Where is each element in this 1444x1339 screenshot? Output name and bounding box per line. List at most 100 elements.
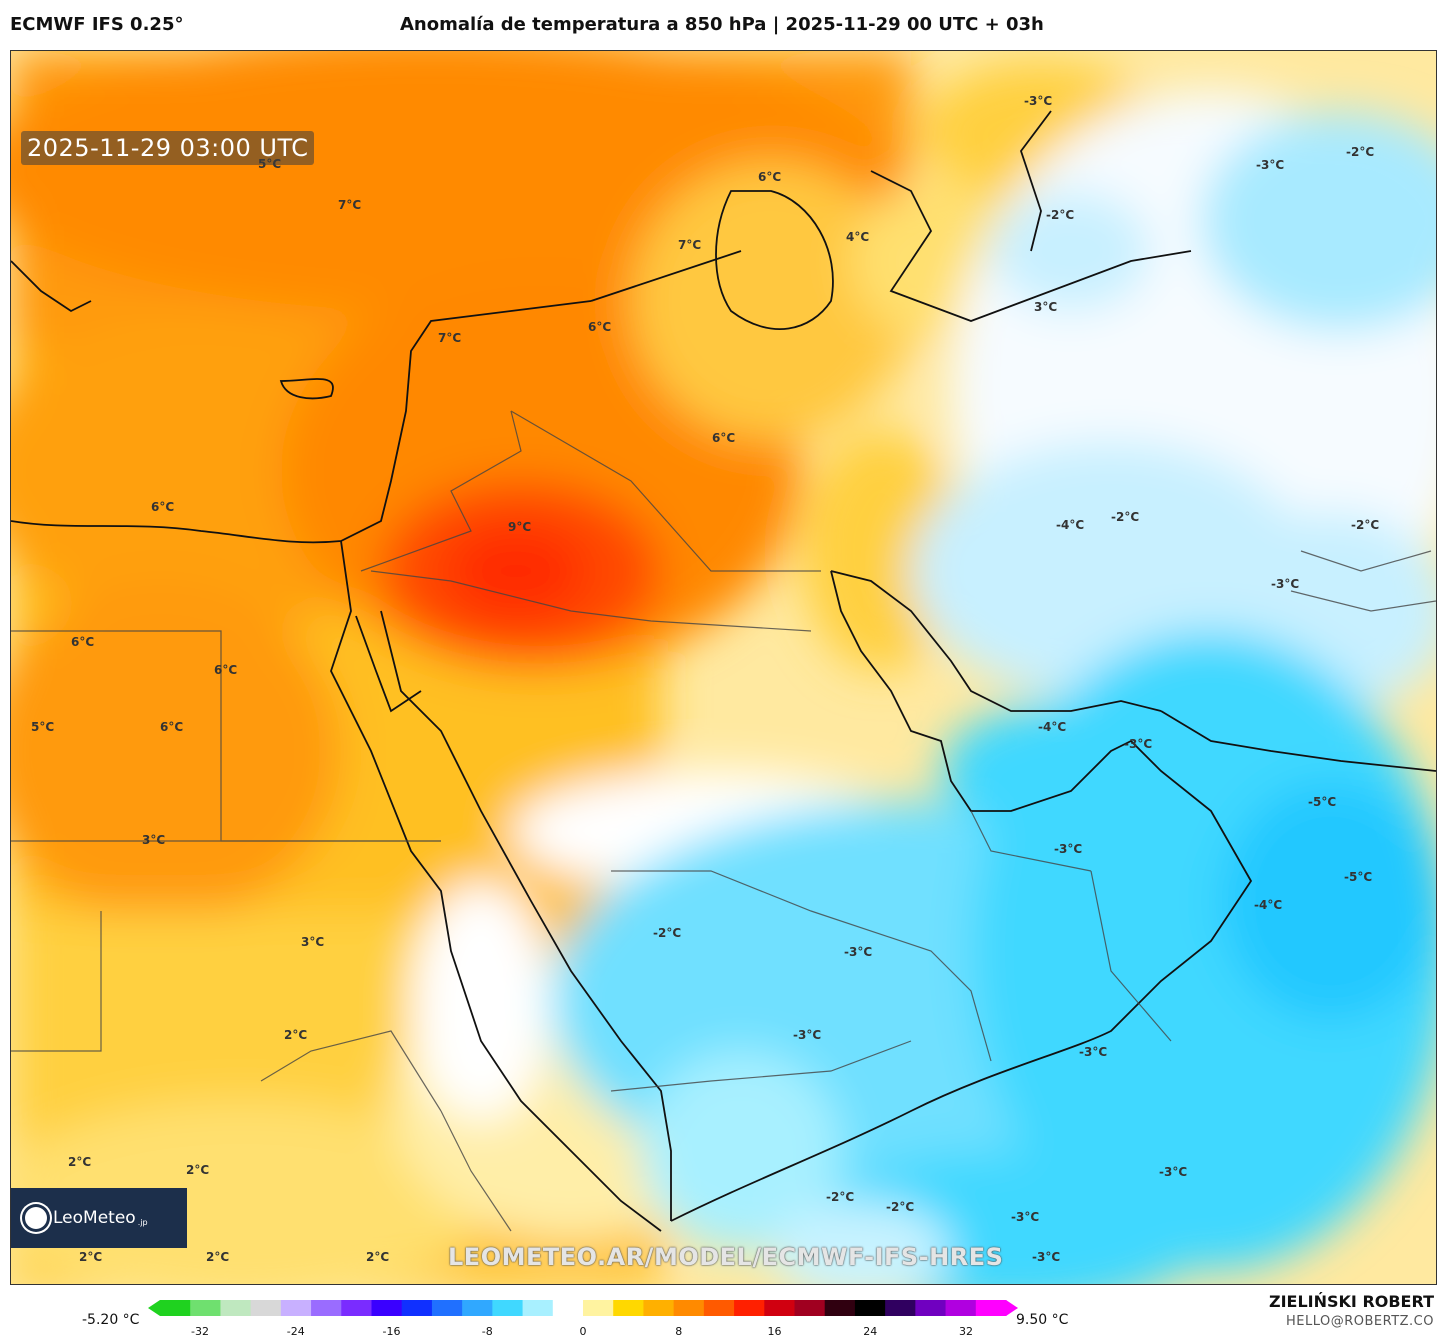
temperature-label: -3°C [1124, 737, 1152, 751]
temperature-label: -4°C [1038, 720, 1066, 734]
sun-icon [25, 1207, 47, 1229]
temperature-label: -3°C [793, 1028, 821, 1042]
colorbar-segment [160, 1300, 191, 1316]
colorbar-segment [462, 1300, 493, 1316]
temperature-label: 7°C [678, 238, 701, 252]
temperature-labels: 5°C7°C7°C6°C7°C6°C4°C9°C6°C6°C6°C6°C6°C5… [31, 94, 1379, 1264]
temperature-label: -2°C [886, 1200, 914, 1214]
temperature-label: 3°C [142, 833, 165, 847]
logo-brand: LeoMeteo [53, 1208, 136, 1228]
temperature-label: -2°C [1111, 510, 1139, 524]
logo-suffix: .jp [137, 1217, 148, 1227]
colorbar-tick-label: 24 [863, 1325, 878, 1338]
colorbar-segment [975, 1300, 1007, 1316]
temperature-label: 2°C [79, 1250, 102, 1264]
temperature-label: 2°C [68, 1155, 91, 1169]
temperature-label: -2°C [653, 926, 681, 940]
colorbar-segment [431, 1300, 463, 1316]
colorbar-segment [250, 1300, 282, 1316]
temperature-label: 7°C [438, 331, 461, 345]
temperature-label: 6°C [160, 720, 183, 734]
colorbar-tick-label: -16 [382, 1325, 401, 1338]
temperature-label: -4°C [1056, 518, 1084, 532]
temperature-label: 6°C [712, 431, 735, 445]
colorbar-max-label: 9.50 °C [1016, 1312, 1069, 1328]
coastlines [11, 110, 1436, 1232]
colorbar-segment [613, 1300, 644, 1316]
colorbar-segment [703, 1300, 735, 1316]
colorbar-segment [643, 1300, 675, 1316]
author-name: ZIELIŃSKI ROBERT [1268, 1292, 1434, 1311]
temperature-label: 5°C [31, 720, 54, 734]
model-name: ECMWF IFS 0.25° [10, 14, 184, 35]
temperature-label: -2°C [826, 1190, 854, 1204]
colorbar-segment [764, 1300, 795, 1316]
temperature-label: -2°C [1046, 208, 1074, 222]
colorbar-segment [371, 1300, 403, 1316]
temperature-label: -2°C [1346, 145, 1374, 159]
temperature-label: 7°C [338, 198, 361, 212]
colorbar-segment [945, 1300, 977, 1316]
colorbar-segment [885, 1300, 916, 1316]
temperature-label: 2°C [284, 1028, 307, 1042]
temperature-label: -4°C [1254, 898, 1282, 912]
temperature-label: 4°C [846, 230, 869, 244]
colorbar-segment [341, 1300, 372, 1316]
colorbar-segment [673, 1300, 705, 1316]
colorbar-segment [552, 1300, 584, 1316]
colorbar-left-arrow [148, 1300, 160, 1316]
temperature-label: -3°C [1054, 842, 1082, 856]
colorbar-segment [794, 1300, 826, 1316]
temperature-label: -3°C [1256, 158, 1284, 172]
temperature-label: 6°C [151, 500, 174, 514]
temperature-label: -3°C [1271, 577, 1299, 591]
colorbar-segment [190, 1300, 221, 1316]
colorbar-segment [492, 1300, 524, 1316]
author-email[interactable]: HELLO@ROBERTZ.CO [1285, 1314, 1434, 1329]
leometeo-logo[interactable]: LeoMeteo .jp [11, 1188, 187, 1248]
colorbar-segment [824, 1300, 856, 1316]
colorbar-tick-label: -24 [286, 1325, 305, 1338]
colorbar-segment [522, 1300, 554, 1316]
temperature-label: -3°C [844, 945, 872, 959]
temperature-label: -3°C [1159, 1165, 1187, 1179]
borders [11, 410, 1436, 1232]
temperature-anomaly-map[interactable]: 5°C7°C7°C6°C7°C6°C4°C9°C6°C6°C6°C6°C6°C5… [10, 50, 1437, 1285]
temperature-label: 9°C [508, 520, 531, 534]
colorbar-right-arrow [1006, 1300, 1018, 1316]
colorbar-min-label: -5.20 °C [82, 1312, 140, 1328]
temperature-label: 3°C [301, 935, 324, 949]
temperature-label: -5°C [1344, 870, 1372, 884]
valid-time-badge: 2025-11-29 03:00 UTC [21, 131, 315, 165]
colorbar-tick-label: 8 [675, 1325, 683, 1338]
chart-title: Anomalía de temperatura a 850 hPa | 2025… [400, 14, 1044, 35]
colorbar-tick-label: -8 [481, 1325, 493, 1338]
colorbar-segment [854, 1300, 886, 1316]
temperature-label: -3°C [1024, 94, 1052, 108]
temperature-label: 6°C [71, 635, 94, 649]
colorbar-segment [401, 1300, 433, 1316]
temperature-label: 2°C [186, 1163, 209, 1177]
map-canvas: 5°C7°C7°C6°C7°C6°C4°C9°C6°C6°C6°C6°C6°C5… [11, 51, 1436, 1284]
temperature-label: 3°C [1034, 300, 1057, 314]
colorbar-segment [583, 1300, 614, 1316]
colorbar [148, 1300, 1018, 1316]
temperature-label: -2°C [1351, 518, 1379, 532]
temperature-label: 2°C [206, 1250, 229, 1264]
colorbar-segment [311, 1300, 342, 1316]
colorbar-segment [280, 1300, 312, 1316]
colorbar-segment [220, 1300, 252, 1316]
colorbar-tick-label: 16 [767, 1325, 782, 1338]
temperature-label: 6°C [758, 170, 781, 184]
colorbar-tick-label: 32 [959, 1325, 973, 1338]
temperature-label: 6°C [588, 320, 611, 334]
temperature-label: 2°C [366, 1250, 389, 1264]
colorbar-tick-label: 0 [579, 1325, 587, 1338]
anomaly-field [11, 51, 1436, 1284]
temperature-label: 6°C [214, 663, 237, 677]
temperature-label: -3°C [1032, 1250, 1060, 1264]
colorbar-segment [915, 1300, 947, 1316]
colorbar-segment [734, 1300, 765, 1316]
temperature-label: -3°C [1079, 1045, 1107, 1059]
url-watermark: LEOMETEO.AR/MODEL/ECMWF-IFS-HRES [448, 1243, 1004, 1271]
